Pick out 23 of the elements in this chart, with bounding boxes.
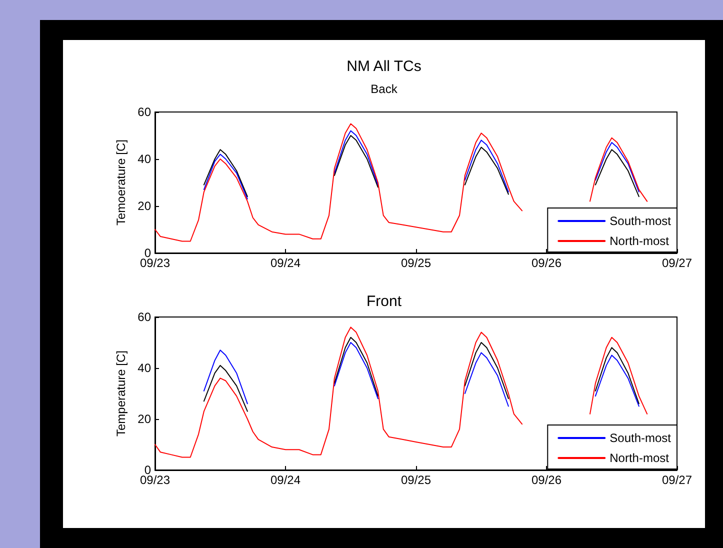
x-tick-label: 09/25 — [400, 473, 432, 487]
chart-title: Front — [366, 293, 402, 310]
y-tick-label: 60 — [138, 310, 152, 324]
y-axis-title: Temoerature [C] — [114, 139, 128, 226]
x-tick-label: 09/26 — [531, 473, 562, 487]
x-tick-label: 09/25 — [400, 256, 432, 270]
x-tick-label: 09/24 — [270, 256, 301, 270]
y-tick-label: 40 — [138, 361, 152, 375]
x-tick-label: 09/27 — [662, 473, 692, 487]
x-tick-label: 09/26 — [531, 256, 562, 270]
chart-subtitle: Back — [370, 82, 398, 96]
y-tick-label: 40 — [138, 152, 152, 166]
legend-label: South-most — [610, 214, 672, 228]
x-tick-label: 09/27 — [662, 256, 692, 270]
x-tick-label: 09/24 — [270, 473, 301, 487]
chart-title: NM All TCs — [346, 58, 422, 75]
legend-label: South-most — [610, 431, 672, 445]
y-tick-label: 20 — [138, 412, 152, 426]
legend-label: North-most — [610, 451, 670, 465]
y-tick-label: 20 — [138, 199, 152, 213]
legend-label: North-most — [610, 234, 670, 248]
y-tick-label: 60 — [138, 105, 152, 119]
y-axis-title: Temperature [C] — [114, 350, 128, 437]
